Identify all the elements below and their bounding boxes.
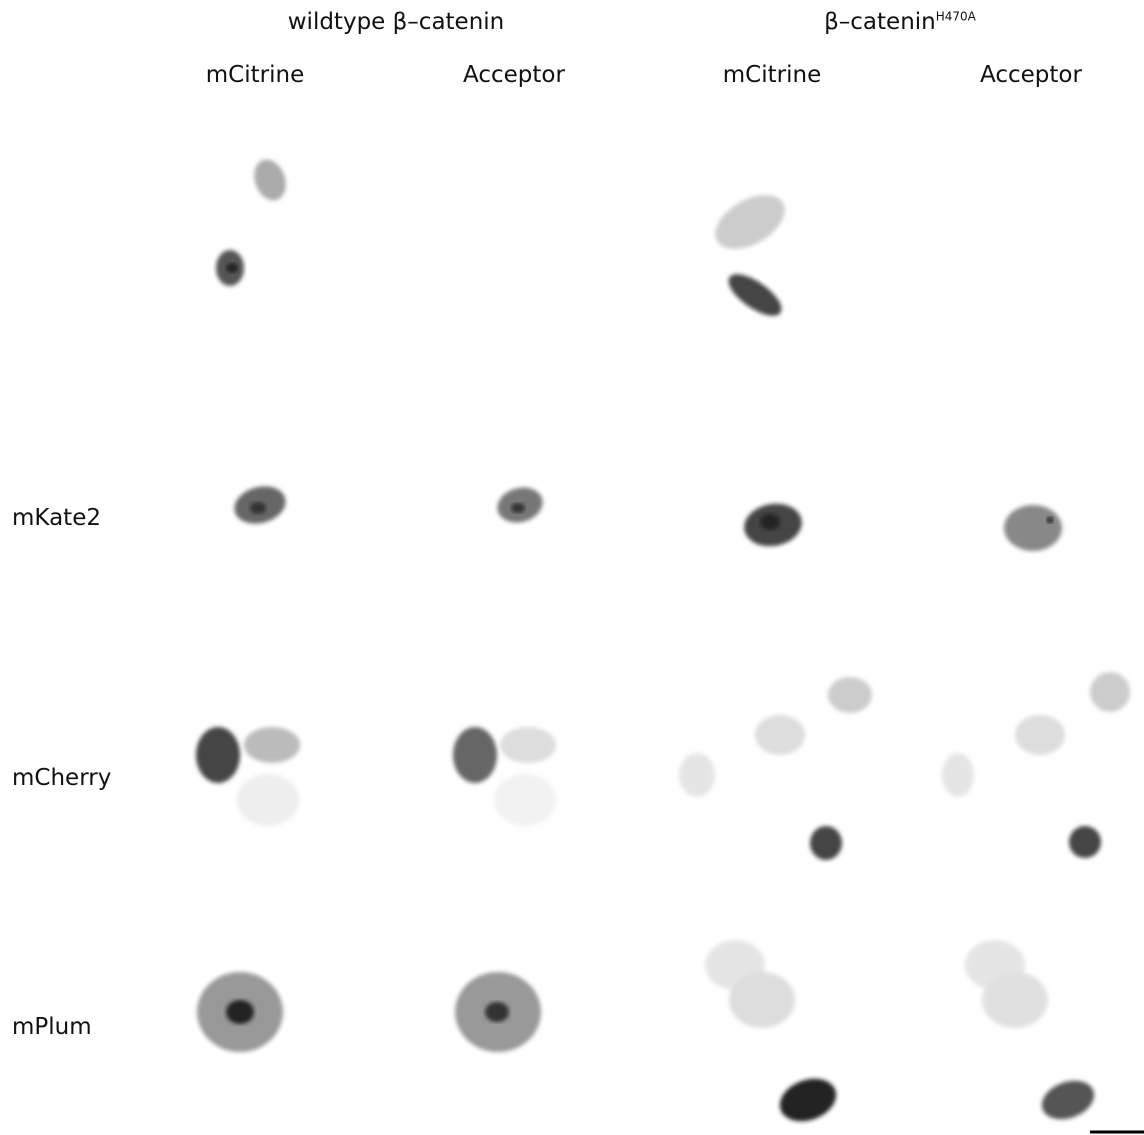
cell bbox=[729, 972, 795, 1028]
row-label: mPlum bbox=[12, 1014, 92, 1040]
cell bbox=[1090, 672, 1130, 712]
cell bbox=[1015, 715, 1065, 755]
cell bbox=[196, 727, 240, 783]
cell bbox=[982, 972, 1048, 1028]
cell bbox=[1047, 517, 1053, 523]
cell bbox=[810, 826, 842, 860]
row-label: mKate2 bbox=[12, 505, 101, 531]
column-label: mCitrine bbox=[206, 62, 304, 88]
cell bbox=[226, 1000, 254, 1024]
cell bbox=[249, 155, 292, 205]
group-title: wildtype β–catenin bbox=[288, 9, 505, 35]
cell bbox=[722, 267, 788, 324]
cell bbox=[1036, 1074, 1099, 1126]
cell bbox=[774, 1071, 842, 1128]
column-label: Acceptor bbox=[463, 62, 565, 88]
cell bbox=[942, 753, 974, 797]
cell bbox=[1004, 505, 1062, 551]
cell bbox=[511, 503, 525, 513]
cell bbox=[453, 727, 497, 783]
cell bbox=[706, 184, 794, 260]
cell bbox=[755, 715, 805, 755]
cell bbox=[1069, 826, 1101, 858]
group-title-superscript: H470A bbox=[936, 9, 976, 23]
cell bbox=[485, 1002, 509, 1022]
cell bbox=[494, 774, 556, 826]
cell bbox=[226, 263, 238, 273]
micrographs bbox=[0, 0, 1144, 1135]
figure: wildtype β–catenin β–cateninH470A mCitri… bbox=[0, 0, 1144, 1135]
cell bbox=[244, 727, 300, 763]
cell bbox=[237, 774, 299, 826]
group-title: β–cateninH470A bbox=[824, 9, 976, 35]
cell bbox=[828, 677, 872, 713]
column-label: mCitrine bbox=[723, 62, 821, 88]
cell bbox=[760, 514, 780, 530]
cell bbox=[500, 727, 556, 763]
group-title-text: β–catenin bbox=[824, 9, 936, 35]
column-label: Acceptor bbox=[980, 62, 1082, 88]
cell bbox=[679, 753, 715, 797]
row-label: mCherry bbox=[12, 765, 111, 791]
cell bbox=[250, 502, 266, 514]
